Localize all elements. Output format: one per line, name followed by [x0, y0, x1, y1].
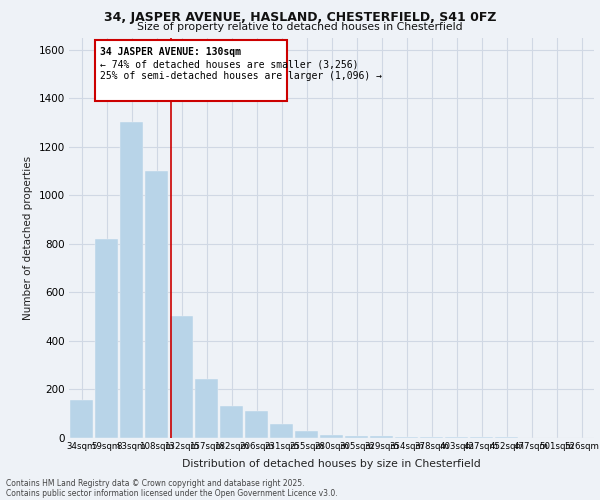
X-axis label: Distribution of detached houses by size in Chesterfield: Distribution of detached houses by size … — [182, 459, 481, 469]
Bar — [195, 380, 218, 438]
Text: 34, JASPER AVENUE, HASLAND, CHESTERFIELD, S41 0FZ: 34, JASPER AVENUE, HASLAND, CHESTERFIELD… — [104, 11, 496, 24]
Bar — [170, 316, 193, 438]
Bar — [395, 437, 418, 438]
Bar — [120, 122, 143, 438]
Bar — [245, 411, 268, 438]
Bar — [95, 238, 118, 438]
Bar — [95, 40, 287, 100]
Text: 25% of semi-detached houses are larger (1,096) →: 25% of semi-detached houses are larger (… — [100, 72, 382, 82]
Bar — [345, 436, 368, 438]
Text: ← 74% of detached houses are smaller (3,256): ← 74% of detached houses are smaller (3,… — [100, 60, 358, 70]
Text: Contains public sector information licensed under the Open Government Licence v3: Contains public sector information licen… — [6, 488, 338, 498]
Bar — [295, 432, 318, 438]
Bar — [70, 400, 93, 438]
Bar — [220, 406, 243, 438]
Text: Size of property relative to detached houses in Chesterfield: Size of property relative to detached ho… — [137, 22, 463, 32]
Bar — [145, 171, 168, 437]
Bar — [270, 424, 293, 438]
Bar — [370, 436, 393, 438]
Y-axis label: Number of detached properties: Number of detached properties — [23, 156, 33, 320]
Text: Contains HM Land Registry data © Crown copyright and database right 2025.: Contains HM Land Registry data © Crown c… — [6, 478, 305, 488]
Bar — [320, 434, 343, 438]
Text: 34 JASPER AVENUE: 130sqm: 34 JASPER AVENUE: 130sqm — [100, 46, 241, 56]
